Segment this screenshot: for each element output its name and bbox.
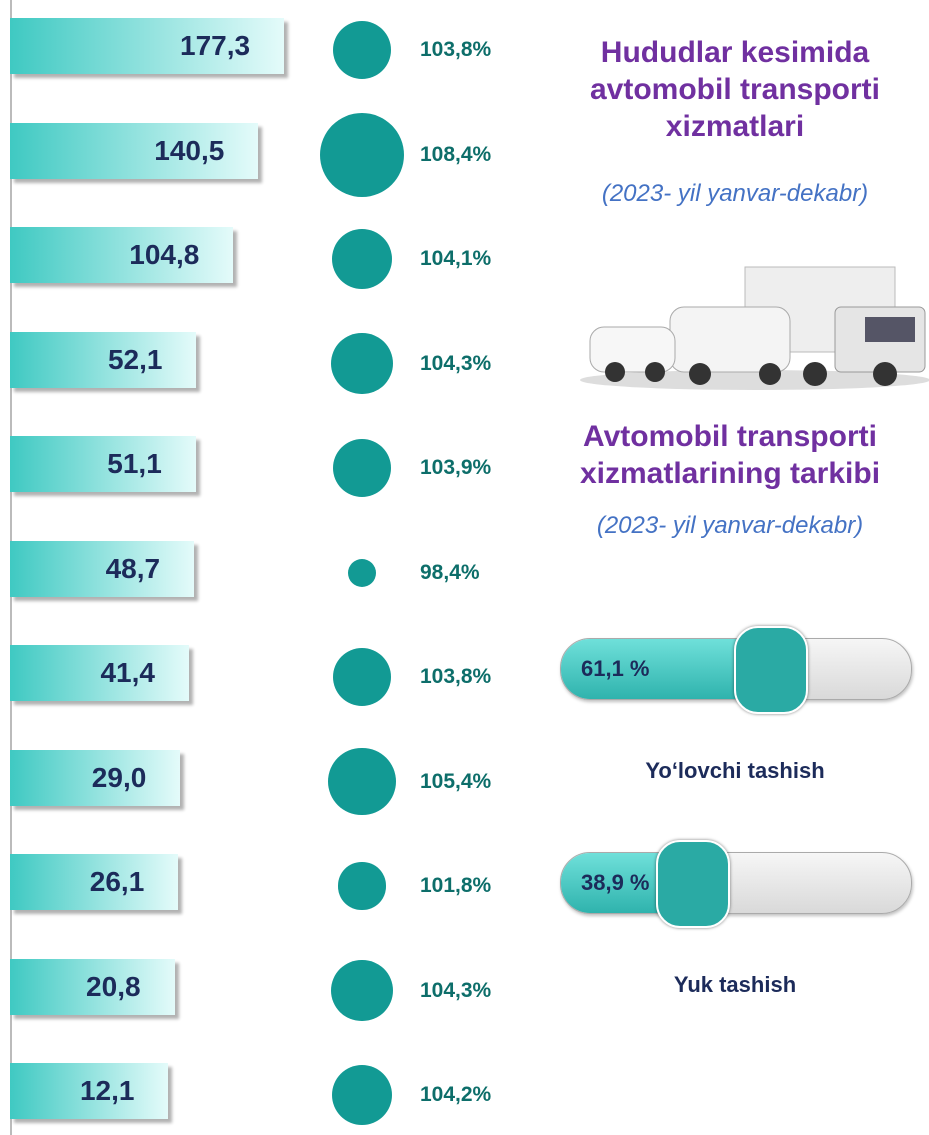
growth-label: 103,8% — [420, 38, 491, 62]
bar: 20,8 — [10, 959, 175, 1015]
growth-dot — [333, 648, 391, 706]
growth-label: 104,3% — [420, 979, 491, 1003]
share-knob — [656, 840, 730, 928]
growth-label: 105,4% — [420, 770, 491, 794]
bar: 48,7 — [10, 541, 194, 597]
bar: 177,3 — [10, 18, 284, 74]
growth-dot — [333, 21, 391, 79]
growth-dot — [332, 1065, 392, 1125]
bar: 140,5 — [10, 123, 258, 179]
section-title: Avtomobil transporti xizmatlarining tark… — [520, 418, 929, 492]
subtitle: (2023- yil yanvar-dekabr) — [530, 180, 929, 208]
growth-dot — [348, 559, 376, 587]
growth-label: 104,3% — [420, 352, 491, 376]
section-subtitle: (2023- yil yanvar-dekabr) — [520, 512, 929, 540]
share-knob — [734, 626, 808, 714]
share-caption: Yo‘lovchi tashish — [560, 758, 910, 784]
bar: 12,1 — [10, 1063, 168, 1119]
bar: 104,8 — [10, 227, 233, 283]
growth-label: 104,1% — [420, 247, 491, 271]
growth-dot — [333, 439, 392, 498]
trucks-image — [575, 262, 929, 392]
bar: 41,4 — [10, 645, 189, 701]
growth-label: 103,8% — [420, 665, 491, 689]
growth-dot — [328, 748, 395, 815]
title: Hududlar kesimida avtomobil transporti x… — [530, 34, 929, 145]
growth-label: 104,2% — [420, 1083, 491, 1107]
growth-dot — [331, 333, 392, 394]
growth-dot — [331, 960, 392, 1021]
bar: 52,1 — [10, 332, 196, 388]
share-caption: Yuk tashish — [560, 972, 910, 998]
growth-dot — [320, 113, 404, 197]
share-track: 38,9 % — [560, 852, 912, 914]
growth-label: 108,4% — [420, 143, 491, 167]
growth-dot — [338, 862, 385, 909]
growth-label: 103,9% — [420, 456, 491, 480]
growth-dot — [332, 229, 392, 289]
growth-label: 98,4% — [420, 561, 480, 585]
bar: 51,1 — [10, 436, 196, 492]
bar: 26,1 — [10, 854, 178, 910]
bar: 29,0 — [10, 750, 180, 806]
page: Hududlar kesimida avtomobil transporti x… — [0, 0, 929, 1135]
growth-label: 101,8% — [420, 874, 491, 898]
